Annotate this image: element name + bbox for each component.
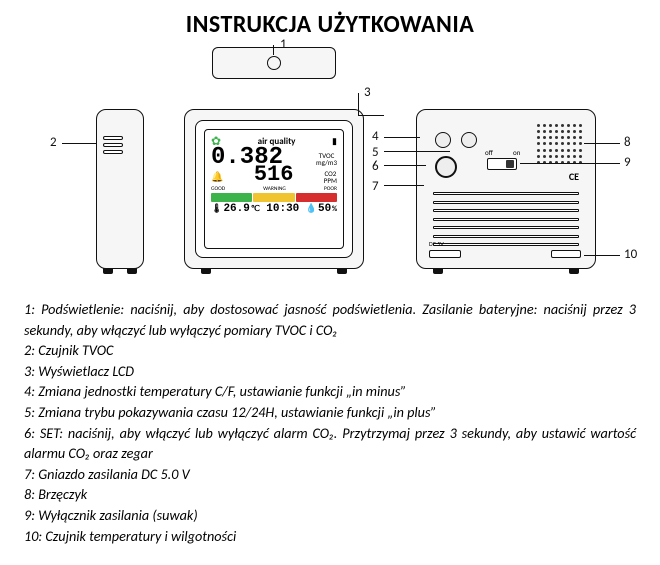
foot-icon bbox=[569, 268, 579, 274]
foot-icon bbox=[103, 268, 113, 274]
item-6: 6: SET: naciśnij, aby włączyć lub wyłącz… bbox=[24, 423, 636, 464]
front-view: ✿ air quality ▮ 0.382 TVOC mg/m3 🔔 516 bbox=[184, 109, 364, 269]
quality-bars bbox=[211, 193, 337, 202]
on-label: on bbox=[513, 148, 520, 157]
callout-7: 7 bbox=[372, 179, 379, 194]
page-title: INSTRUKCJA UŻYTKOWANIA bbox=[24, 10, 636, 39]
battery-icon: ▮ bbox=[332, 136, 337, 147]
temp-value: 26.9 bbox=[223, 203, 249, 215]
callout-1: 1 bbox=[280, 37, 287, 52]
foot-icon bbox=[337, 268, 347, 274]
description-list: 1: Podświetlenie: naciśnij, aby dostosow… bbox=[24, 299, 636, 546]
bar-good bbox=[211, 193, 252, 202]
humidity-unit: % bbox=[332, 205, 337, 214]
item-1: 1: Podświetlenie: naciśnij, aby dostosow… bbox=[24, 299, 636, 340]
thermometer-icon: 🌡 bbox=[211, 204, 222, 214]
item-8: 8: Brzęczyk bbox=[24, 484, 636, 505]
item-4: 4: Zmiana jednostki temperatury C/F, ust… bbox=[24, 381, 636, 402]
item-2: 2: Czujnik TVOC bbox=[24, 340, 636, 361]
drop-icon: 💧 bbox=[306, 204, 317, 214]
leader-8 bbox=[584, 143, 620, 144]
set-button bbox=[435, 156, 457, 178]
off-label: off bbox=[485, 148, 493, 157]
tvoc-vent-icon bbox=[103, 136, 123, 140]
ce-mark: CE bbox=[569, 170, 579, 183]
foot-icon bbox=[201, 268, 211, 274]
leader-3v bbox=[358, 93, 359, 115]
callout-8: 8 bbox=[624, 135, 631, 150]
dc-jack-icon bbox=[429, 250, 461, 258]
backlight-button-icon bbox=[267, 56, 281, 70]
callout-2: 2 bbox=[50, 135, 57, 150]
leader-10 bbox=[584, 255, 620, 256]
leader-4 bbox=[384, 137, 420, 138]
temp-unit: ℃ bbox=[251, 204, 260, 214]
tvoc-vent-icon bbox=[103, 150, 123, 154]
back-view: off on DC 5V CE bbox=[416, 109, 596, 269]
leader-3 bbox=[358, 115, 384, 116]
buzzer-icon bbox=[535, 122, 583, 166]
front-bezel: ✿ air quality ▮ 0.382 TVOC mg/m3 🔔 516 bbox=[195, 120, 353, 258]
callout-5: 5 bbox=[372, 145, 379, 160]
figure: 1 2 ✿ air quality ▮ 0.382 bbox=[24, 45, 636, 285]
sensor-slot-icon bbox=[551, 250, 581, 258]
leader-7 bbox=[384, 185, 424, 186]
tvoc-vent-icon bbox=[103, 143, 123, 147]
callout-3: 3 bbox=[364, 85, 371, 100]
callout-6: 6 bbox=[372, 159, 379, 174]
leader-6 bbox=[384, 165, 426, 166]
top-view bbox=[212, 47, 336, 79]
tvoc-unit: mg/m3 bbox=[316, 159, 337, 166]
item-9: 9: Wyłącznik zasilania (suwak) bbox=[24, 505, 636, 526]
bar-label-warn: WARNING bbox=[263, 186, 286, 192]
bell-icon: 🔔 bbox=[211, 170, 223, 183]
cf-button bbox=[435, 132, 451, 148]
co2-value: 516 bbox=[254, 166, 294, 185]
time-button bbox=[461, 132, 477, 148]
humidity-value: 50 bbox=[318, 203, 331, 215]
power-slider bbox=[487, 158, 517, 170]
vent-grille bbox=[433, 192, 579, 246]
item-5: 5: Zmiana trybu pokazywania czasu 12/24H… bbox=[24, 402, 636, 423]
foot-icon bbox=[127, 268, 137, 274]
bar-label-poor: POOR bbox=[324, 186, 337, 192]
callout-10: 10 bbox=[624, 247, 637, 262]
callout-9: 9 bbox=[624, 155, 631, 170]
leader-1 bbox=[273, 45, 274, 55]
side-view bbox=[96, 109, 144, 269]
device-views: 1 2 ✿ air quality ▮ 0.382 bbox=[24, 45, 636, 285]
time-value: 10:30 bbox=[266, 203, 299, 215]
bar-poor bbox=[296, 193, 337, 202]
item-7: 7: Gniazdo zasilania DC 5.0 V bbox=[24, 464, 636, 485]
item-10: 10: Czujnik temperatury i wilgotności bbox=[24, 526, 636, 547]
leader-9 bbox=[520, 163, 620, 164]
co2-unit: PPM bbox=[324, 177, 337, 184]
dc-label: DC 5V bbox=[429, 240, 444, 248]
bar-label-good: GOOD bbox=[211, 186, 225, 192]
leader-2 bbox=[62, 143, 96, 144]
foot-icon bbox=[433, 268, 443, 274]
leader-5 bbox=[384, 151, 450, 152]
bar-warn bbox=[253, 193, 294, 202]
lcd-screen: ✿ air quality ▮ 0.382 TVOC mg/m3 🔔 516 bbox=[204, 129, 344, 249]
item-3: 3: Wyświetlacz LCD bbox=[24, 361, 636, 382]
callout-4: 4 bbox=[372, 129, 379, 144]
